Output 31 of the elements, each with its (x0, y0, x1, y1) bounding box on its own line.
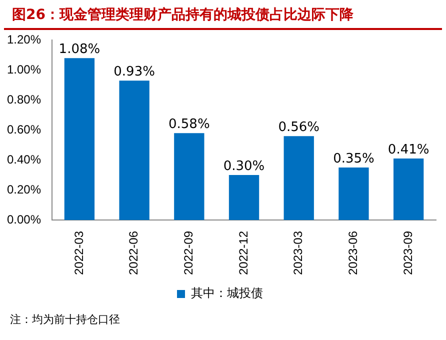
text: 注：均为前十持仓口径 (9, 312, 121, 328)
x-tick-label: 2023-06 (346, 230, 360, 276)
data-label: 0.56% (278, 120, 320, 135)
bar (174, 133, 204, 220)
y-tick-label: 0.20% (6, 182, 42, 196)
data-label: 0.58% (168, 116, 210, 132)
bar (228, 175, 260, 220)
y-tick-label: 1.20% (6, 32, 42, 47)
x-tick-label: 2023-03 (291, 230, 306, 276)
legend-label: 其中：城投债 (191, 286, 263, 300)
bar (64, 58, 95, 220)
y-tick-label: 0.80% (6, 92, 42, 106)
data-label: 0.41% (388, 142, 430, 158)
data-label: 1.08% (58, 42, 100, 58)
bar (119, 80, 150, 220)
y-tick-label: 0.60% (6, 122, 42, 136)
y-tick-label: 0.00% (6, 212, 42, 226)
y-tick-label: 0.40% (6, 152, 42, 166)
data-label: 0.35% (333, 151, 374, 166)
bar (393, 158, 424, 220)
data-label: 0.30% (223, 158, 265, 174)
y-tick-label: 1.00% (6, 62, 42, 76)
x-tick-label: 2022-03 (72, 230, 86, 276)
bar (284, 136, 314, 220)
chart-title: 图26：现金管理类理财产品持有的城投债占比边际下降 (4, 0, 442, 30)
x-tick-label: 2023-09 (400, 230, 415, 276)
data-label: 0.93% (114, 64, 155, 80)
bar (338, 168, 369, 220)
x-tick-label: 2022-06 (126, 230, 141, 276)
x-tick-label: 2022-09 (181, 230, 196, 276)
x-tick-label: 2022-12 (236, 230, 250, 276)
